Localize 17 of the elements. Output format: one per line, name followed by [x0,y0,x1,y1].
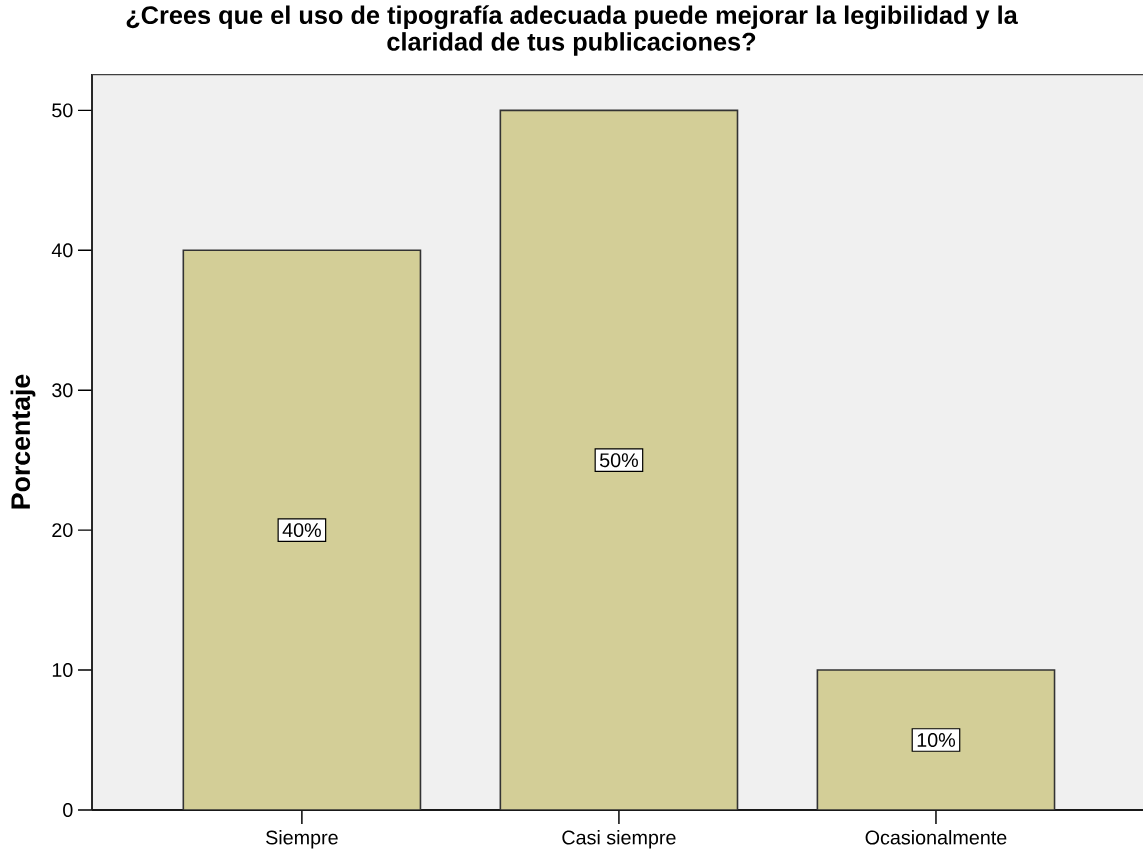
data-label: 10% [917,733,956,747]
y-tick-label: 10 [52,663,73,678]
y-tick-label: 50 [52,103,73,118]
x-tick-label: Ocasionalmente [865,830,1007,845]
bar [182,249,422,810]
y-tick-label: 40 [51,243,73,258]
x-tick-label: Siempre [266,830,338,849]
chart-title: ¿Crees que el uso de tipografía adecuada puede mejorar la legibilidad y la claridad de tus publicaciones? [126,5,1018,56]
x-tick-label: Casi siempre [562,830,676,849]
data-label: 50% [599,453,638,468]
bar [499,109,739,810]
y-tick-label: 30 [52,383,73,398]
y-tick-label: 20 [52,523,73,538]
data-label: 40% [282,523,321,538]
bar [816,669,1056,810]
y-axis-title: Porcentaje [10,374,36,509]
y-tick-label: 0 [63,803,73,817]
